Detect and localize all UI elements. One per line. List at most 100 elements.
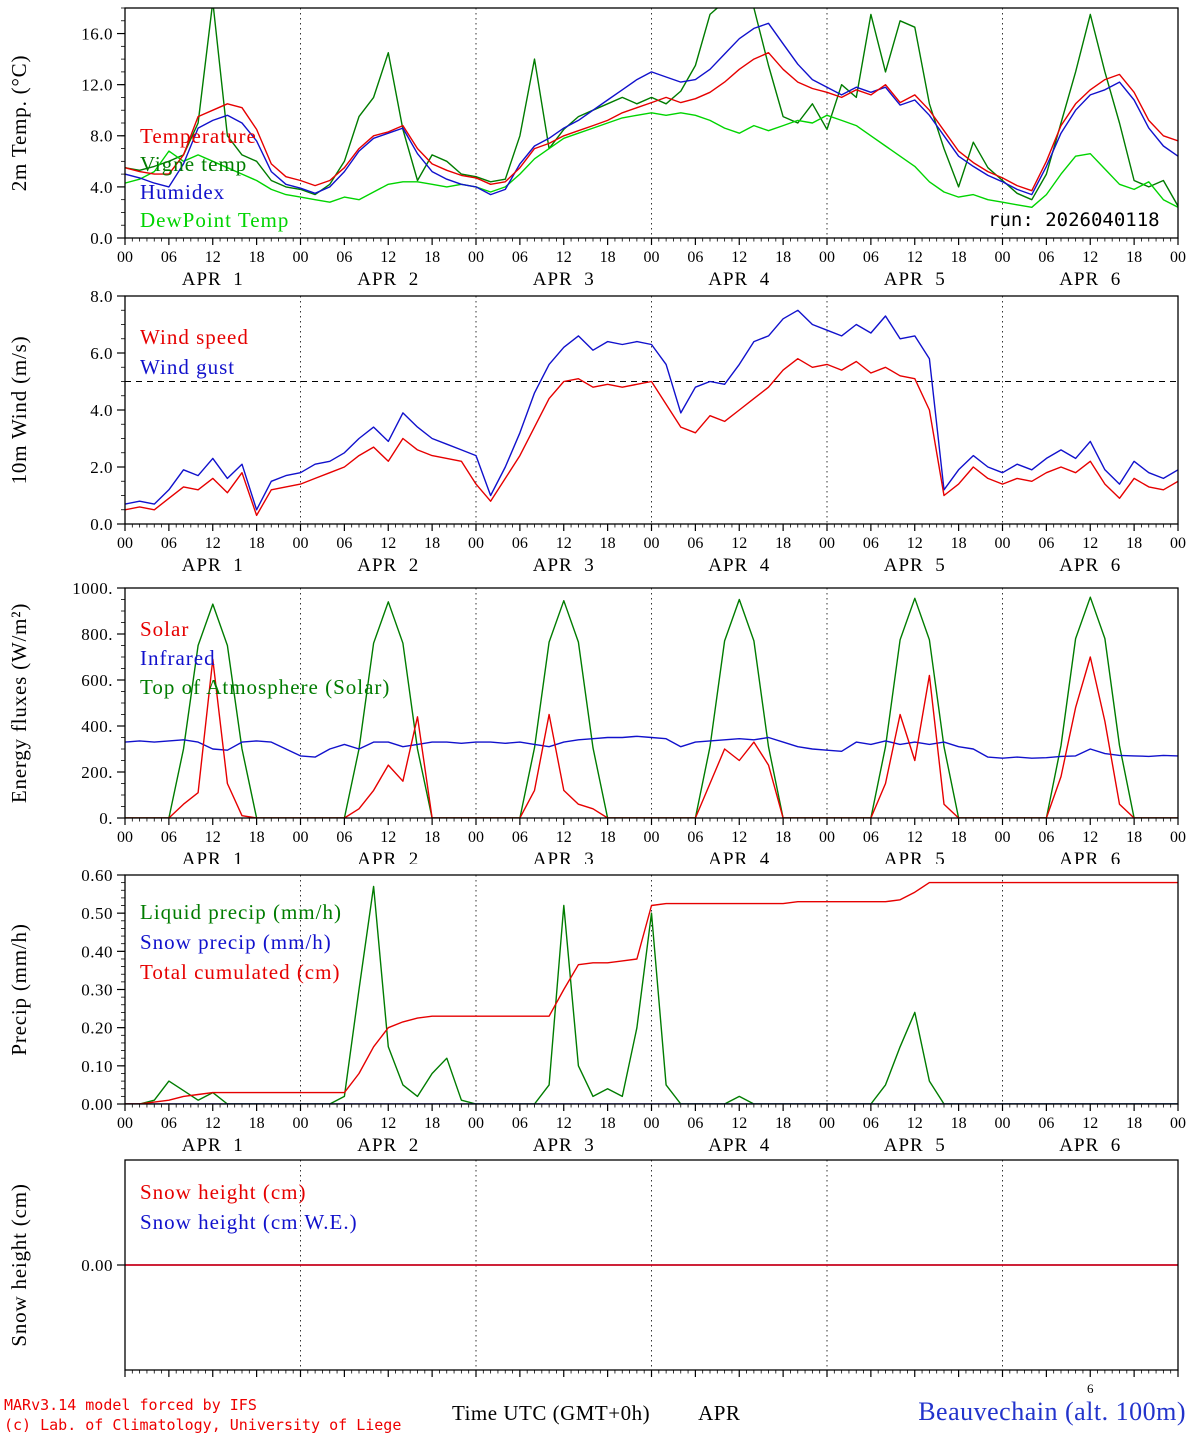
svg-text:06: 06 [161,249,177,266]
svg-text:00: 00 [468,829,484,846]
svg-text:APR 2: APR 2 [357,1135,419,1152]
svg-text:APR 3: APR 3 [533,1135,595,1152]
svg-text:12: 12 [731,535,747,552]
svg-text:00: 00 [1170,1115,1186,1132]
temp-panel-svg: 0.0 4.0 8.0 12.0 16.0 00 06 12 18 00 06 12 18 00 06 12 1… [7,7,1186,288]
svg-text:APR 4: APR 4 [708,1135,770,1152]
svg-text:18: 18 [600,829,616,846]
svg-text:Solar: Solar [140,617,189,641]
svg-text:0.: 0. [99,809,113,828]
svg-text:12: 12 [731,829,747,846]
svg-text:18: 18 [600,249,616,266]
svg-text:06: 06 [336,249,352,266]
snow-panel-svg: 0.00 Snow height (cm) Snow height (cm) Snow… [7,1159,1179,1377]
svg-text:12: 12 [1082,829,1098,846]
svg-text:00: 00 [995,1115,1011,1132]
svg-text:06: 06 [161,535,177,552]
svg-text:2m Temp. (°C): 2m Temp. (°C) [7,55,31,192]
svg-text:18: 18 [951,829,967,846]
svg-text:18: 18 [1126,829,1142,846]
svg-text:6.0: 6.0 [90,344,113,363]
svg-text:00: 00 [1170,535,1186,552]
svg-text:00: 00 [293,1115,309,1132]
svg-text:Precip (mm/h): Precip (mm/h) [7,923,31,1055]
svg-text:0.50: 0.50 [81,904,113,923]
svg-text:06: 06 [161,829,177,846]
svg-text:APR 5: APR 5 [884,269,946,288]
svg-text:12: 12 [907,249,923,266]
svg-text:06: 06 [1038,535,1054,552]
svg-text:400.: 400. [81,717,113,736]
svg-text:18: 18 [775,249,791,266]
svg-text:12: 12 [907,1115,923,1132]
svg-text:600.: 600. [81,671,113,690]
svg-text:06: 06 [512,1115,528,1132]
svg-text:Snow height (cm W.E.): Snow height (cm W.E.) [140,1210,358,1234]
footer: MARv3.14 model forced by IFS (c) Lab. of… [0,1377,1194,1440]
svg-text:18: 18 [249,249,265,266]
svg-text:00: 00 [468,1115,484,1132]
model-credit: MARv3.14 model forced by IFS (c) Lab. of… [4,1395,401,1435]
svg-text:APR 4: APR 4 [708,555,770,576]
svg-text:Humidex: Humidex [140,180,225,204]
svg-text:0.00: 0.00 [81,1256,113,1275]
svg-text:Snow precip (mm/h): Snow precip (mm/h) [140,930,332,954]
svg-text:4.0: 4.0 [90,401,113,420]
svg-text:Top of Atmosphere (Solar): Top of Atmosphere (Solar) [140,675,390,699]
svg-text:Temperature: Temperature [140,124,257,148]
svg-text:12: 12 [907,829,923,846]
svg-text:APR 2: APR 2 [357,269,419,288]
svg-text:DewPoint Temp: DewPoint Temp [140,208,289,232]
svg-text:12: 12 [380,249,396,266]
svg-text:12: 12 [205,829,221,846]
time-axis-label: Time UTC (GMT+0h) APR [452,1401,740,1426]
svg-text:06: 06 [512,535,528,552]
svg-text:APR 4: APR 4 [708,849,770,864]
svg-text:APR 6: APR 6 [1059,555,1121,576]
svg-text:00: 00 [819,829,835,846]
svg-text:00: 00 [995,249,1011,266]
svg-text:12: 12 [205,535,221,552]
svg-text:18: 18 [249,1115,265,1132]
svg-text:4.0: 4.0 [90,178,113,197]
svg-text:Snow height (cm): Snow height (cm) [140,1180,306,1204]
svg-text:APR 6: APR 6 [1059,849,1121,864]
svg-text:06: 06 [863,249,879,266]
svg-text:18: 18 [951,1115,967,1132]
svg-text:06: 06 [161,1115,177,1132]
svg-text:00: 00 [819,1115,835,1132]
svg-text:12: 12 [380,829,396,846]
svg-text:00: 00 [117,535,133,552]
svg-text:12: 12 [731,249,747,266]
svg-text:Liquid precip (mm/h): Liquid precip (mm/h) [140,900,342,924]
svg-text:18: 18 [1126,249,1142,266]
svg-text:18: 18 [424,829,440,846]
svg-text:18: 18 [249,829,265,846]
svg-text:APR 4: APR 4 [708,269,770,288]
svg-text:06: 06 [1038,1115,1054,1132]
svg-text:0.60: 0.60 [81,866,113,885]
svg-text:00: 00 [293,535,309,552]
time-utc-label: Time UTC (GMT+0h) [452,1401,651,1425]
svg-text:8.0: 8.0 [90,127,113,146]
svg-text:run: 2026040118: run: 2026040118 [988,209,1160,231]
svg-text:10m Wind (m/s): 10m Wind (m/s) [7,336,31,485]
svg-text:18: 18 [249,535,265,552]
svg-text:18: 18 [1126,1115,1142,1132]
svg-text:18: 18 [1126,535,1142,552]
svg-text:18: 18 [775,535,791,552]
precip-panel-svg: 0.00 0.10 0.20 0.30 0.40 0.50 0.60 00 06 12 18 00 06… [7,866,1186,1152]
svg-text:00: 00 [293,249,309,266]
svg-text:00: 00 [644,249,660,266]
svg-text:APR 5: APR 5 [884,849,946,864]
svg-text:8.0: 8.0 [90,288,113,306]
svg-text:12: 12 [556,1115,572,1132]
svg-text:12: 12 [907,535,923,552]
month-label: APR [698,1401,741,1425]
svg-text:12: 12 [1082,249,1098,266]
svg-text:0.30: 0.30 [81,980,113,999]
flux-panel-svg: 0. 200. 400. 600. 800. 1000. 00 06 12 18 00 06 12 18 0… [7,579,1186,864]
svg-text:06: 06 [336,1115,352,1132]
station-label: 6 Beauvechain (alt. 100m) [918,1381,1186,1427]
